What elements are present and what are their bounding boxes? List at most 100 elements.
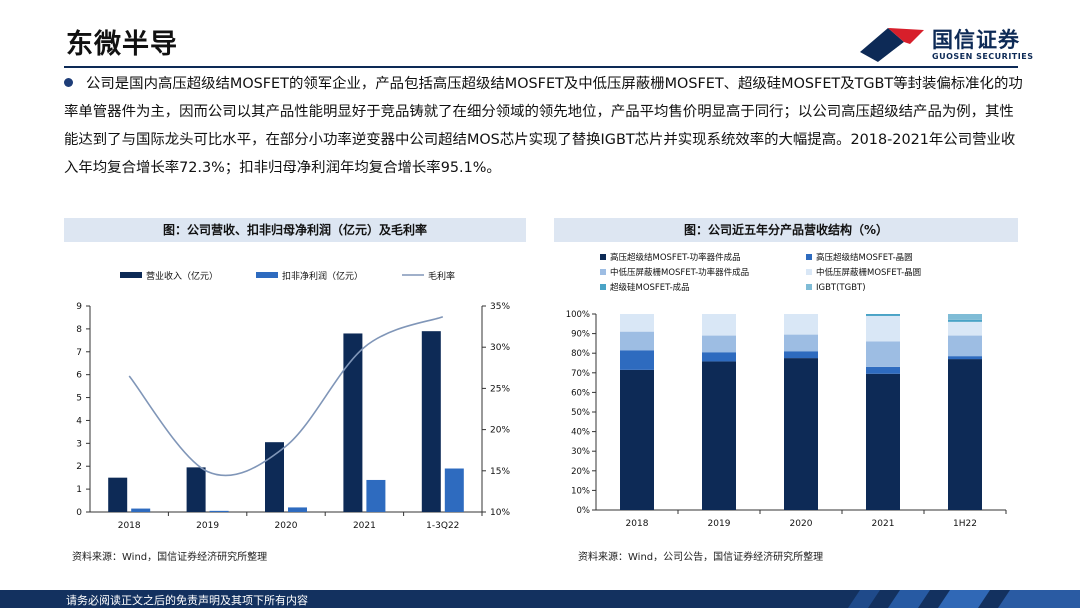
legend-label-1: 高压超级结MOSFET-晶圆	[816, 252, 913, 263]
stack-seg-2-4	[948, 335, 982, 357]
y-tick-label: 30%	[571, 447, 590, 457]
title-divider	[64, 66, 1018, 68]
bar-1-4	[444, 468, 464, 512]
y-tick-label: 10%	[571, 486, 590, 496]
bar-0-0	[108, 477, 128, 512]
y-tick-label: 0%	[577, 506, 591, 516]
stack-seg-3-4	[948, 321, 982, 336]
legend-swatch-1	[256, 272, 278, 278]
footer-bar: 请务必阅读正文之后的免责声明及其项下所有内容	[0, 590, 1080, 608]
bar-1-1	[209, 510, 229, 512]
y-tick-label: 90%	[571, 330, 590, 340]
bar-0-1	[186, 467, 206, 512]
stack-seg-4-4	[948, 319, 982, 322]
stack-seg-0-1	[702, 361, 736, 510]
stack-seg-2-1	[702, 335, 736, 353]
x-tick-label: 1-3Q22	[426, 521, 459, 531]
bar-1-2	[288, 507, 307, 512]
bar-1-0	[131, 508, 151, 512]
stack-seg-3-2	[784, 314, 818, 335]
bullet-icon	[64, 78, 73, 87]
legend-swatch-5	[806, 284, 812, 290]
legend-swatch-3	[806, 269, 812, 275]
left-chart-source: 资料来源：Wind，国信证券经济研究所整理	[72, 552, 268, 563]
line-series-2	[128, 315, 444, 477]
logo-chinese-name: 国信证券	[932, 28, 1020, 52]
bar-1-3	[366, 479, 386, 512]
y-left-tick-label: 7	[76, 348, 82, 358]
x-tick-label: 2019	[196, 521, 219, 531]
y-right-tick-label: 10%	[490, 508, 510, 518]
x-tick-label: 2019	[708, 519, 731, 529]
y-right-tick-label: 15%	[490, 467, 510, 477]
stack-seg-2-2	[784, 334, 818, 352]
y-left-tick-label: 0	[76, 508, 82, 518]
bar-0-4	[421, 331, 441, 512]
revenue-profit-chart: 营业收入（亿元） 扣非净利润（亿元） 毛利率 0 1 2 3 4 5 6 7 8 9 10% 15% 20% 2…	[76, 270, 510, 531]
stack-seg-2-0	[620, 331, 654, 351]
legend-label-1: 扣非净利润（亿元）	[282, 270, 363, 282]
y-left-tick-label: 9	[76, 302, 82, 312]
y-tick-label: 50%	[571, 408, 590, 418]
stack-seg-5-4	[948, 314, 982, 320]
stack-seg-0-0	[620, 369, 654, 510]
stack-seg-1-1	[702, 352, 736, 362]
stack-seg-1-3	[866, 366, 900, 374]
x-tick-label: 2018	[626, 519, 649, 529]
product-revenue-structure-chart: 高压超级结MOSFET-功率器件成品 高压超级结MOSFET-晶圆中低压屏蔽栅MO…	[566, 252, 1007, 529]
logo-english-name: GUOSEN SECURITIES	[932, 52, 1034, 61]
y-right-tick-label: 30%	[490, 343, 510, 353]
y-tick-label: 80%	[571, 349, 590, 359]
legend-label-0: 高压超级结MOSFET-功率器件成品	[610, 252, 741, 263]
y-left-tick-label: 1	[76, 485, 82, 495]
y-left-tick-label: 2	[76, 462, 82, 472]
x-tick-label: 1H22	[953, 519, 977, 529]
company-logo: 国信证券 GUOSEN SECURITIES	[858, 22, 1038, 66]
legend-label-0: 营业收入（亿元）	[146, 270, 218, 282]
legend-swatch-1	[806, 254, 812, 260]
y-right-tick-label: 35%	[490, 302, 510, 312]
y-right-tick-label: 25%	[490, 384, 510, 394]
x-tick-label: 2020	[275, 521, 298, 531]
stack-seg-1-0	[620, 350, 654, 370]
legend-label-3: 中低压屏蔽栅MOSFET-晶圆	[816, 267, 921, 278]
summary-paragraph: 公司是国内高压超级结MOSFET的领军企业，产品包括高压超级结MOSFET及中低…	[64, 76, 1023, 176]
bar-0-3	[343, 333, 363, 512]
stack-seg-1-2	[784, 351, 818, 359]
right-chart-source: 资料来源：Wind，公司公告，国信证券经济研究所整理	[578, 552, 824, 563]
footer-disclaimer: 请务必阅读正文之后的免责声明及其项下所有内容	[66, 594, 308, 607]
legend-swatch-0	[120, 272, 142, 278]
y-left-tick-label: 6	[76, 371, 82, 381]
y-left-tick-label: 8	[76, 325, 82, 335]
stack-seg-0-2	[784, 358, 818, 510]
stack-seg-2-3	[866, 341, 900, 367]
guosen-logo-icon	[860, 28, 924, 64]
y-left-tick-label: 5	[76, 394, 82, 404]
stack-seg-0-4	[948, 359, 982, 510]
y-left-tick-label: 4	[76, 416, 82, 426]
y-tick-label: 100%	[566, 310, 590, 320]
y-tick-label: 60%	[571, 388, 590, 398]
y-tick-label: 70%	[571, 369, 590, 379]
y-left-tick-label: 3	[76, 439, 82, 449]
stack-seg-3-0	[620, 314, 654, 332]
legend-label-4: 超级硅MOSFET-成品	[610, 282, 690, 293]
stack-seg-3-3	[866, 315, 900, 342]
right-chart-title: 图：公司近五年分产品营收结构（%）	[554, 218, 1018, 242]
legend-label-2: 中低压屏蔽栅MOSFET-功率器件成品	[610, 267, 749, 278]
legend-swatch-4	[600, 284, 606, 290]
footer-decoration-icon	[848, 590, 1080, 608]
stack-seg-1-4	[948, 356, 982, 360]
legend-label-5: IGBT(TGBT)	[816, 283, 866, 293]
y-tick-label: 20%	[571, 467, 590, 477]
y-right-tick-label: 20%	[490, 426, 510, 436]
stack-seg-3-1	[702, 314, 736, 336]
y-tick-label: 40%	[571, 428, 590, 438]
page-title: 东微半导	[66, 29, 178, 60]
legend-swatch-0	[600, 254, 606, 260]
x-tick-label: 2021	[872, 519, 895, 529]
left-chart-title: 图：公司营收、扣非归母净利润（亿元）及毛利率	[64, 218, 526, 242]
stack-seg-4-3	[866, 314, 900, 316]
stack-seg-0-3	[866, 373, 900, 510]
x-tick-label: 2021	[353, 521, 376, 531]
